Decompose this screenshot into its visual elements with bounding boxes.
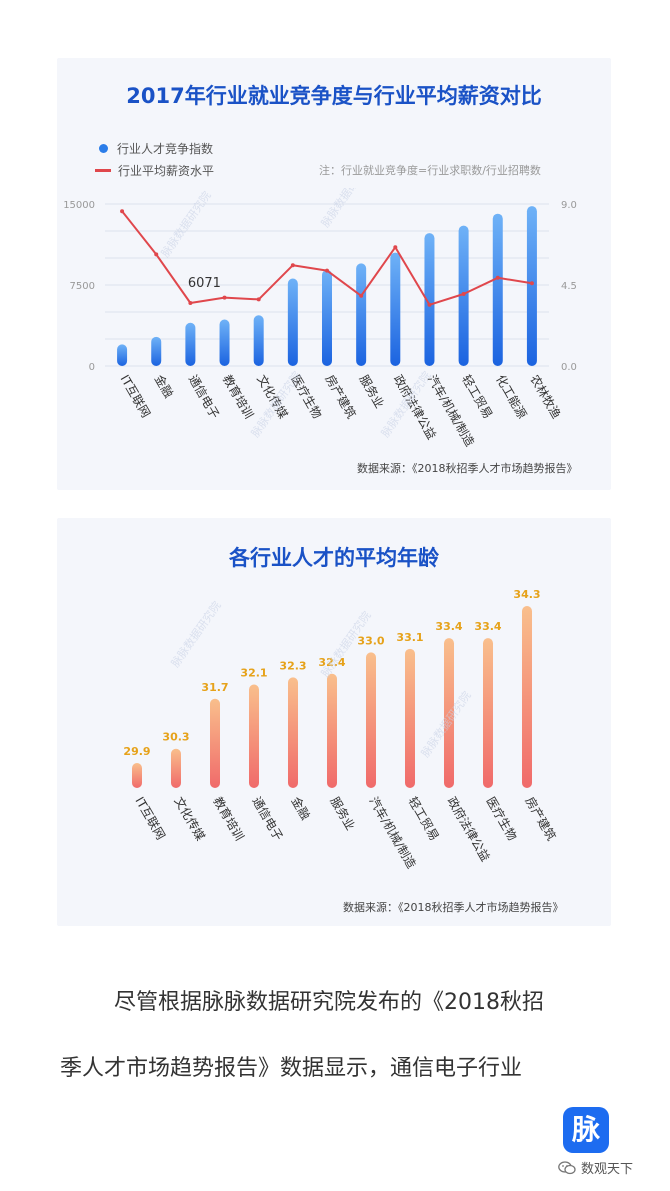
category-label: 轻工贸易 bbox=[405, 795, 441, 844]
salary-point bbox=[427, 302, 432, 307]
category-label: 金融 bbox=[152, 372, 177, 400]
age-value-label: 30.3 bbox=[162, 731, 189, 744]
average-age-chart-panel: 各行业人才的平均年龄 29.9 30.3 31.7 32.1 32.3 32.4 33.0 3… bbox=[57, 518, 611, 926]
age-bar bbox=[483, 638, 493, 788]
salary-point bbox=[359, 293, 364, 298]
salary-point bbox=[188, 301, 193, 305]
category-label: 服务业 bbox=[357, 372, 388, 411]
age-value-label: 33.4 bbox=[474, 620, 501, 633]
competition-bar bbox=[424, 233, 435, 366]
category-label: 服务业 bbox=[327, 794, 358, 833]
competition-bar bbox=[287, 278, 298, 366]
competition-bar bbox=[322, 269, 332, 366]
article-line-1: 尽管根据脉脉数据研究院发布的《2018秋招 bbox=[114, 990, 544, 1015]
age-value-label: 32.4 bbox=[318, 656, 345, 669]
watermark-text: 脉脉数据研究院 bbox=[168, 599, 224, 670]
wechat-account[interactable]: 数观天下 bbox=[558, 1158, 633, 1177]
competition-bar bbox=[356, 263, 367, 366]
chart2-source: 数据来源：《2018秋招季人才市场趋势报告》 bbox=[343, 901, 564, 914]
y-left-tick-label: 0 bbox=[89, 362, 95, 373]
category-label: 通信电子 bbox=[186, 373, 222, 422]
competition-bar bbox=[492, 213, 503, 366]
y-left-tick-label: 15000 bbox=[63, 200, 95, 211]
age-value-label: 33.0 bbox=[357, 634, 384, 647]
y-right-tick-label: 9.0 bbox=[561, 200, 577, 211]
maimai-logo: 脉 bbox=[563, 1107, 609, 1153]
chart1-note: 注：行业就业竞争度=行业求职数/行业招聘数 bbox=[319, 164, 541, 177]
age-bar bbox=[210, 698, 220, 788]
y-right-tick-label: 4.5 bbox=[561, 281, 577, 292]
category-label: IT互联网 bbox=[132, 795, 168, 843]
competition-bar bbox=[185, 322, 196, 366]
salary-point bbox=[529, 281, 534, 286]
competition-bar bbox=[526, 206, 537, 366]
category-label: 房产建筑 bbox=[322, 372, 359, 421]
article-paragraph: 尽管根据脉脉数据研究院发布的《2018秋招 季人才市场趋势报告》数据显示，通信电… bbox=[60, 970, 620, 1102]
chart2-title: 各行业人才的平均年龄 bbox=[229, 546, 439, 570]
salary-point bbox=[222, 295, 227, 300]
category-label: 化工能源 bbox=[493, 373, 529, 422]
age-bar bbox=[327, 673, 337, 788]
salary-point bbox=[393, 245, 398, 250]
age-bar bbox=[366, 652, 376, 788]
chart2-plot: 29.9 30.3 31.7 32.1 32.3 32.4 33.0 33.1 33.4 33.4… bbox=[123, 588, 559, 871]
y-right-tick-label: 0.0 bbox=[561, 362, 577, 373]
salary-point bbox=[120, 209, 125, 214]
age-value-label: 29.9 bbox=[123, 745, 150, 758]
age-value-label: 32.1 bbox=[240, 667, 267, 680]
age-value-label: 32.3 bbox=[279, 659, 306, 672]
age-value-label: 31.7 bbox=[201, 681, 228, 694]
competition-bar bbox=[219, 319, 230, 366]
competition-salary-chart-panel: 2017年行业就业竞争度与行业平均薪资对比 行业人才竞争指数 行业平均薪资水平 … bbox=[57, 58, 611, 490]
age-bar bbox=[522, 606, 532, 788]
category-label: 轻工贸易 bbox=[459, 373, 495, 422]
age-value-label: 34.3 bbox=[513, 588, 540, 601]
category-label: 教育培训 bbox=[210, 794, 247, 843]
watermark-text: 脉脉数据研究院 bbox=[318, 188, 374, 230]
category-label: 文化传媒 bbox=[171, 794, 208, 843]
article-line-2: 季人才市场趋势报告》数据显示，通信电子行业 bbox=[60, 1056, 523, 1081]
category-label: 金融 bbox=[288, 794, 313, 822]
y-left-tick-label: 7500 bbox=[70, 281, 95, 292]
category-label: IT互联网 bbox=[117, 373, 153, 421]
salary-point bbox=[461, 292, 466, 296]
legend-label-competition: 行业人才竞争指数 bbox=[117, 142, 214, 156]
age-value-label: 33.4 bbox=[435, 620, 462, 633]
competition-bar bbox=[253, 315, 264, 366]
salary-point bbox=[290, 263, 295, 268]
legend-line-icon bbox=[95, 169, 111, 172]
category-label: 农林牧渔 bbox=[527, 373, 563, 422]
salary-point bbox=[154, 252, 159, 257]
legend-dot-icon bbox=[99, 144, 108, 153]
age-bar bbox=[171, 748, 181, 788]
age-bar bbox=[249, 684, 259, 788]
wechat-account-name: 数观天下 bbox=[581, 1162, 634, 1177]
legend-item-competition: 行业人才竞争指数 bbox=[99, 140, 213, 157]
competition-bar bbox=[390, 252, 401, 366]
salary-point bbox=[325, 268, 329, 273]
category-label: 房产建筑 bbox=[522, 794, 559, 843]
salary-point bbox=[495, 275, 500, 280]
category-label: 医疗生物 bbox=[483, 795, 519, 844]
salary-point bbox=[256, 297, 261, 302]
age-bar bbox=[132, 763, 142, 788]
competition-bar bbox=[117, 344, 128, 366]
age-bar bbox=[405, 648, 415, 788]
category-label: 通信电子 bbox=[249, 795, 285, 844]
chart1-source: 数据来源：《2018秋招季人才市场趋势报告》 bbox=[357, 462, 578, 475]
category-label: 教育培训 bbox=[220, 372, 257, 421]
age-bar bbox=[288, 677, 298, 788]
wechat-icon bbox=[558, 1160, 576, 1174]
competition-bar bbox=[151, 336, 162, 366]
legend-item-salary: 行业平均薪资水平 bbox=[95, 162, 214, 179]
age-value-label: 33.1 bbox=[396, 631, 423, 644]
annotation-label: 6071 bbox=[188, 276, 221, 291]
age-bar bbox=[444, 638, 454, 788]
chart1-title: 2017年行业就业竞争度与行业平均薪资对比 bbox=[126, 84, 542, 108]
legend-label-salary: 行业平均薪资水平 bbox=[118, 164, 215, 178]
watermark-text: 脉脉数据研究院 bbox=[158, 189, 214, 260]
